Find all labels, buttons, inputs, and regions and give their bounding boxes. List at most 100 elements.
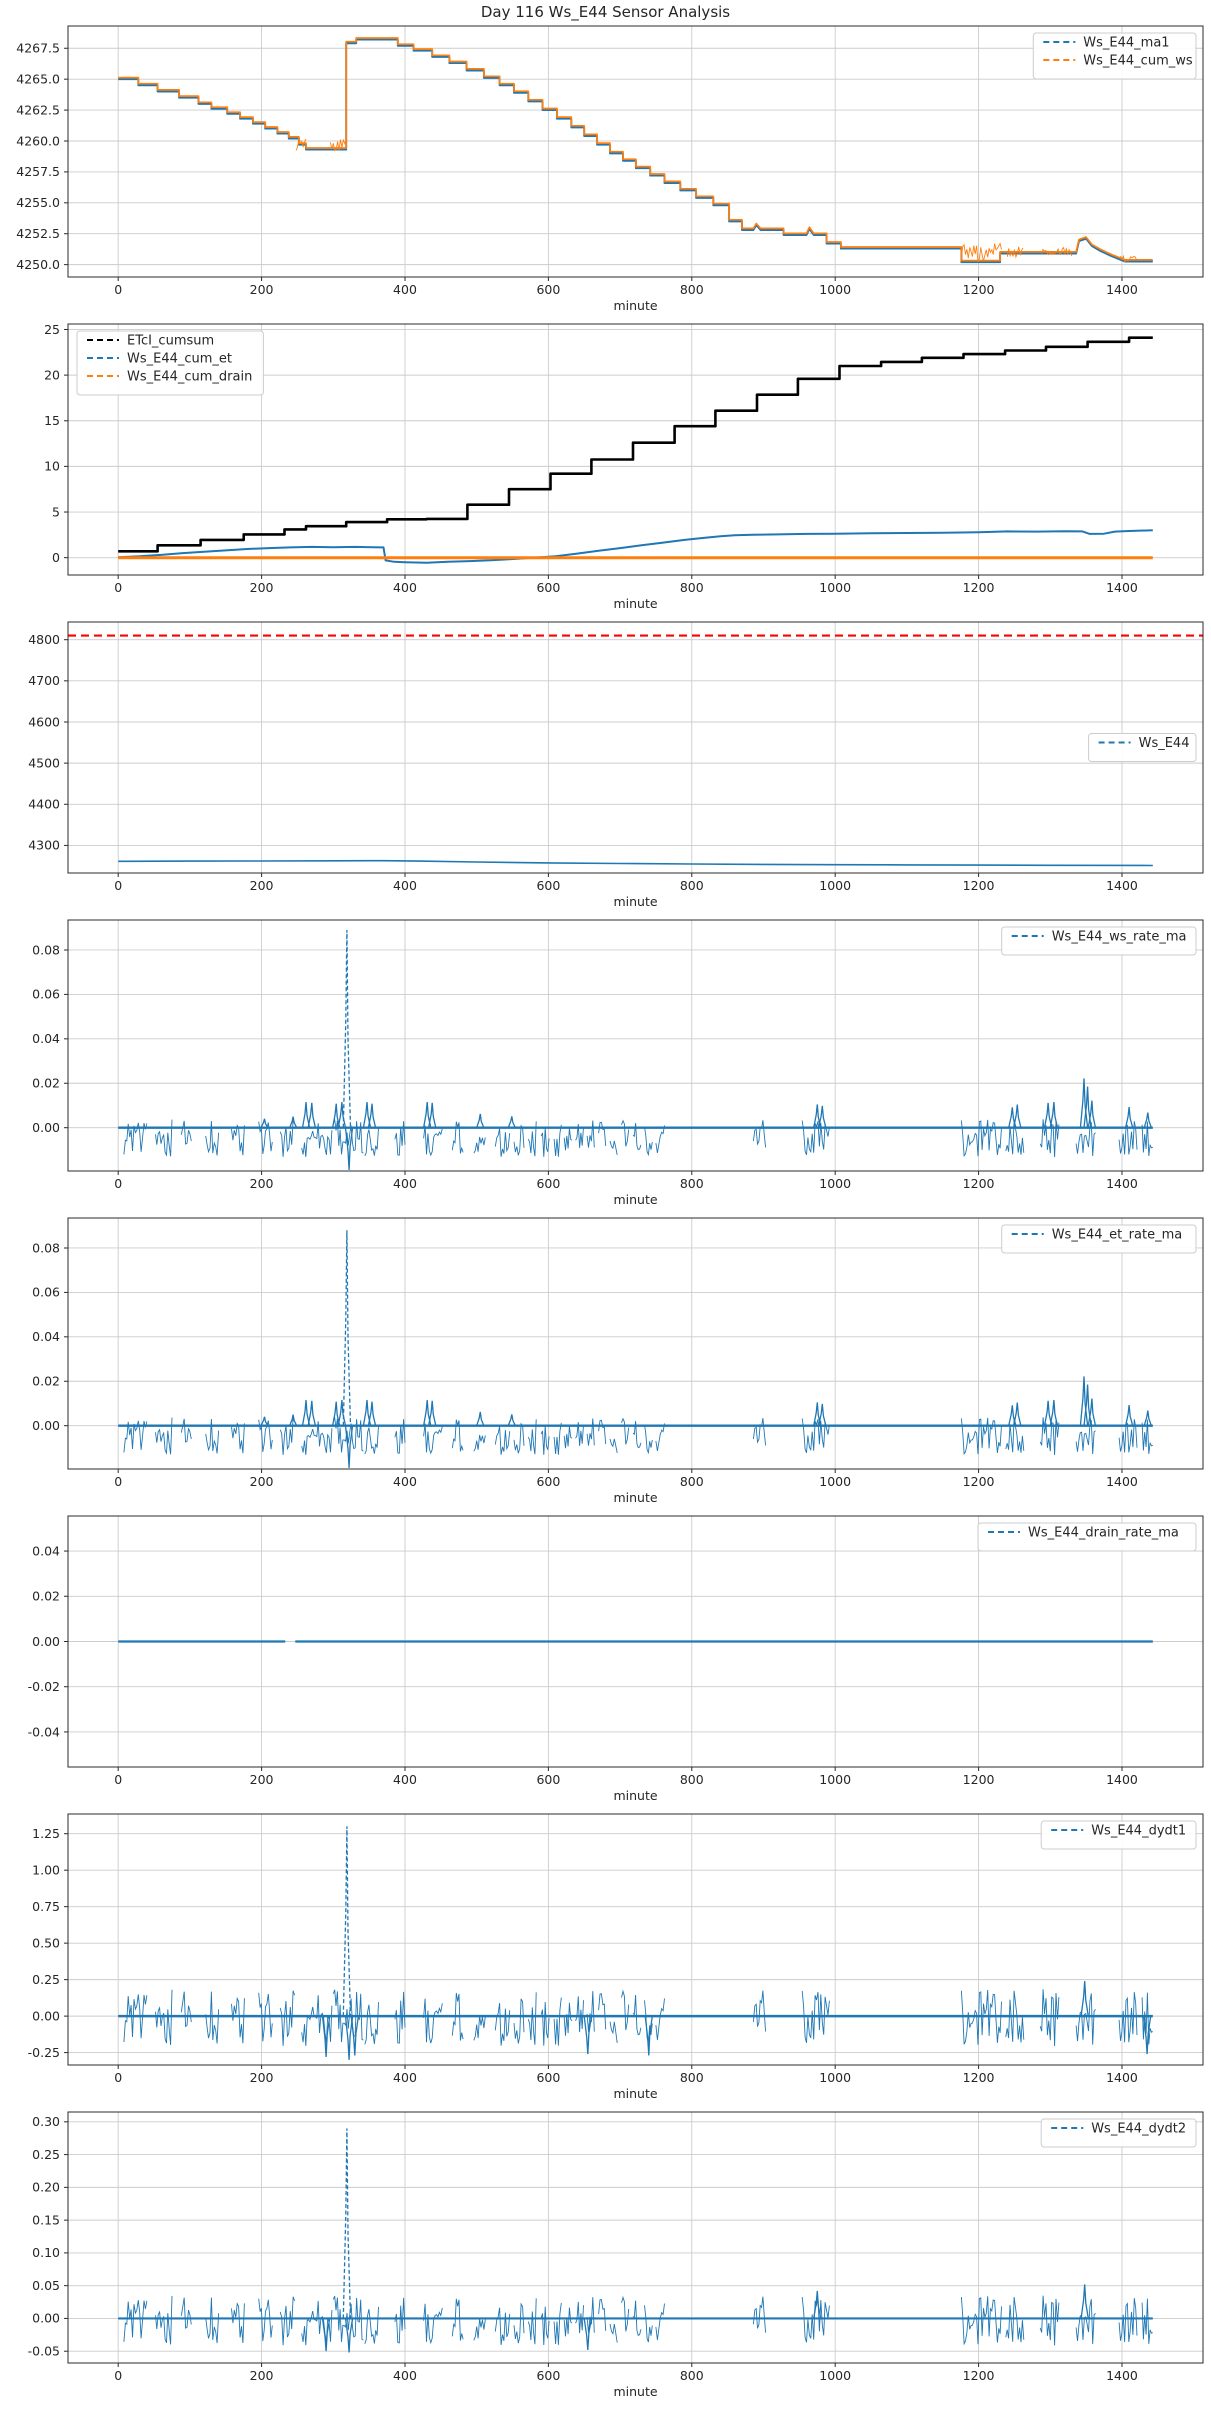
svg-text:Ws_E44_cum_et: Ws_E44_cum_et [127,352,232,367]
svg-text:20: 20 [44,367,60,382]
svg-text:4257.5: 4257.5 [16,164,60,179]
svg-text:0.02: 0.02 [32,1374,60,1389]
svg-text:600: 600 [536,580,560,595]
svg-text:4300: 4300 [28,838,60,853]
svg-text:800: 800 [680,2368,704,2383]
svg-text:1000: 1000 [819,878,851,893]
svg-text:1400: 1400 [1106,1474,1138,1489]
svg-text:Ws_E44: Ws_E44 [1139,736,1190,751]
svg-text:0.00: 0.00 [32,1634,60,1649]
svg-text:800: 800 [680,878,704,893]
svg-text:10: 10 [44,459,60,474]
svg-text:-0.25: -0.25 [28,2045,60,2060]
svg-text:600: 600 [536,1772,560,1787]
svg-text:0.00: 0.00 [32,1120,60,1135]
svg-text:1400: 1400 [1106,2070,1138,2085]
figure-title: Day 116 Ws_E44 Sensor Analysis [480,3,731,21]
svg-text:1000: 1000 [819,1772,851,1787]
svg-text:0.25: 0.25 [32,2147,60,2162]
svg-text:0.75: 0.75 [32,1899,60,1914]
svg-text:4800: 4800 [28,632,60,647]
svg-text:800: 800 [680,1772,704,1787]
svg-text:1400: 1400 [1106,282,1138,297]
svg-text:0.02: 0.02 [32,1076,60,1091]
svg-text:4262.5: 4262.5 [16,102,60,117]
svg-text:1000: 1000 [819,282,851,297]
svg-text:1200: 1200 [963,1176,995,1191]
svg-text:4265.0: 4265.0 [16,71,60,86]
svg-text:minute: minute [613,596,657,611]
subplot-dydt2: 0 200 400 600 800 1000 1200 1400 -0.05 0.00 0.05 0.… [28,2111,1204,2399]
svg-text:0.30: 0.30 [32,2114,60,2129]
svg-text:4700: 4700 [28,673,60,688]
svg-text:Ws_E44_dydt2: Ws_E44_dydt2 [1091,2122,1186,2137]
svg-text:0.06: 0.06 [32,987,60,1002]
svg-text:Ws_E44_cum_drain: Ws_E44_cum_drain [127,370,252,385]
svg-text:600: 600 [536,2070,560,2085]
svg-text:400: 400 [393,580,417,595]
svg-text:200: 200 [250,1474,274,1489]
svg-text:0.04: 0.04 [32,1329,60,1344]
svg-text:4255.0: 4255.0 [16,195,60,210]
svg-text:1400: 1400 [1106,878,1138,893]
svg-text:0.05: 0.05 [32,2278,60,2293]
svg-text:1000: 1000 [819,1176,851,1191]
svg-text:1200: 1200 [963,282,995,297]
svg-text:minute: minute [613,298,657,313]
svg-text:0: 0 [114,1176,122,1191]
svg-text:600: 600 [536,1474,560,1489]
svg-text:1200: 1200 [963,1772,995,1787]
svg-text:1000: 1000 [819,580,851,595]
svg-text:0.25: 0.25 [32,1972,60,1987]
svg-text:0.50: 0.50 [32,1935,60,1950]
subplot-ws-rate-ma: 0 200 400 600 800 1000 1200 1400 0.00 0.02 0.04 0.0… [32,919,1204,1207]
svg-text:400: 400 [393,2070,417,2085]
svg-text:0.00: 0.00 [32,2311,60,2326]
svg-text:Ws_E44_ma1: Ws_E44_ma1 [1083,36,1169,51]
svg-text:400: 400 [393,2368,417,2383]
svg-text:0.00: 0.00 [32,1418,60,1433]
svg-text:200: 200 [250,2070,274,2085]
svg-text:0: 0 [114,2070,122,2085]
svg-text:0.04: 0.04 [32,1543,60,1558]
subplot-dydt1: 0 200 400 600 800 1000 1200 1400 -0.25 0.00 0.25 0.… [28,1813,1204,2101]
svg-text:0.20: 0.20 [32,2180,60,2195]
svg-text:4400: 4400 [28,797,60,812]
svg-text:0.15: 0.15 [32,2212,60,2227]
svg-text:0.08: 0.08 [32,1240,60,1255]
svg-text:1200: 1200 [963,1474,995,1489]
svg-text:400: 400 [393,878,417,893]
svg-text:15: 15 [44,413,60,428]
svg-text:minute: minute [613,1490,657,1505]
svg-text:4250.0: 4250.0 [16,257,60,272]
svg-text:5: 5 [52,504,60,519]
svg-text:400: 400 [393,282,417,297]
svg-text:4260.0: 4260.0 [16,133,60,148]
subplot-raw-ws-threshold: 0 200 400 600 800 1000 1200 1400 4300 4400 4500 460… [28,621,1204,909]
svg-text:-0.04: -0.04 [28,1724,60,1739]
svg-text:Ws_E44_cum_ws: Ws_E44_cum_ws [1083,54,1193,69]
svg-text:200: 200 [250,580,274,595]
svg-text:1000: 1000 [819,1474,851,1489]
svg-text:4500: 4500 [28,755,60,770]
svg-text:0.00: 0.00 [32,2008,60,2023]
svg-text:1400: 1400 [1106,580,1138,595]
svg-text:1400: 1400 [1106,2368,1138,2383]
svg-text:0: 0 [114,1772,122,1787]
svg-text:Ws_E44_ws_rate_ma: Ws_E44_ws_rate_ma [1052,930,1187,945]
svg-text:Ws_E44_drain_rate_ma: Ws_E44_drain_rate_ma [1028,1526,1179,1541]
svg-text:1200: 1200 [963,580,995,595]
svg-text:25: 25 [44,322,60,337]
svg-text:1200: 1200 [963,2070,995,2085]
svg-text:0.02: 0.02 [32,1589,60,1604]
svg-text:0.10: 0.10 [32,2245,60,2260]
svg-text:800: 800 [680,282,704,297]
svg-text:800: 800 [680,2070,704,2085]
svg-text:minute: minute [613,2384,657,2399]
svg-text:600: 600 [536,2368,560,2383]
svg-text:1400: 1400 [1106,1176,1138,1191]
svg-text:1.25: 1.25 [32,1826,60,1841]
svg-text:1000: 1000 [819,2070,851,2085]
svg-text:400: 400 [393,1772,417,1787]
